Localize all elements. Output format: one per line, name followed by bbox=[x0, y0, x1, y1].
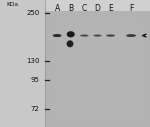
Text: KDa: KDa bbox=[6, 2, 18, 7]
Ellipse shape bbox=[126, 34, 136, 37]
Text: 95: 95 bbox=[31, 77, 40, 83]
Bar bbox=[45, 0, 150, 11]
Bar bbox=[45, 0, 150, 127]
Text: F: F bbox=[129, 4, 133, 13]
Ellipse shape bbox=[106, 34, 115, 37]
Text: E: E bbox=[108, 4, 113, 13]
Text: 250: 250 bbox=[27, 10, 40, 16]
Text: 130: 130 bbox=[26, 58, 40, 64]
Ellipse shape bbox=[53, 34, 62, 37]
Ellipse shape bbox=[93, 34, 102, 37]
Text: C: C bbox=[82, 4, 87, 13]
Text: A: A bbox=[54, 4, 60, 13]
Text: D: D bbox=[94, 4, 100, 13]
Ellipse shape bbox=[67, 31, 75, 37]
Text: 72: 72 bbox=[31, 106, 40, 112]
Ellipse shape bbox=[67, 40, 73, 47]
Ellipse shape bbox=[80, 34, 88, 37]
Text: B: B bbox=[68, 4, 73, 13]
